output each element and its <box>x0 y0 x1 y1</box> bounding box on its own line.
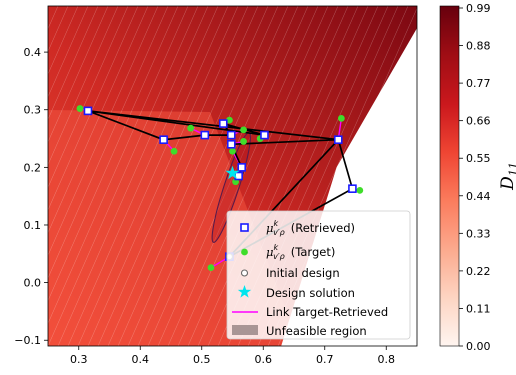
retrieved-point <box>237 163 247 172</box>
colorbar-tick-label: 0.00 <box>466 340 491 353</box>
retrieved-point <box>260 130 269 140</box>
target-point <box>356 187 364 194</box>
target-point <box>226 116 233 124</box>
legend-solution-label: Design solution <box>266 286 355 300</box>
contour-line <box>187 6 339 346</box>
legend-unfeasible-marker <box>232 325 258 335</box>
design-solution-point <box>225 165 240 180</box>
y-tick-label: 0.2 <box>24 161 42 174</box>
retrieved-point <box>218 119 228 128</box>
target-point <box>187 124 195 132</box>
design-path <box>87 110 354 258</box>
legend-target-marker <box>241 248 248 256</box>
colorbar-tick-label: 0.88 <box>466 40 491 53</box>
target-point <box>76 105 84 112</box>
y-tick-label: 0.0 <box>24 277 42 290</box>
contour-line <box>418 6 516 346</box>
colorbar-tick-label: 0.66 <box>466 115 491 128</box>
contour-line <box>67 6 219 346</box>
contour-line <box>48 6 199 346</box>
x-tick-label: 0.4 <box>132 353 150 366</box>
colorbar-tick-label: 0.77 <box>466 77 491 90</box>
retrieved-points <box>83 106 357 261</box>
retrieved-point <box>226 140 236 149</box>
y-axis-ticks: −0.1 0.0 0.1 0.2 0.3 0.4 <box>14 46 48 347</box>
legend-link-label: Link Target-Retrieved <box>266 305 388 319</box>
contour-line <box>117 6 269 346</box>
x-tick-label: 0.6 <box>255 353 273 366</box>
legend-solution-marker <box>237 285 252 298</box>
x-tick-label: 0.3 <box>70 353 88 366</box>
retrieved-point <box>226 130 236 140</box>
colorbar-tick-label: 0.33 <box>466 227 491 240</box>
colorbar <box>439 5 460 347</box>
contour-line <box>0 6 18 346</box>
contour-line <box>48 6 79 75</box>
colorbar-tick-label: 0.44 <box>466 190 491 203</box>
target-points <box>76 105 364 272</box>
contour-line <box>147 6 299 346</box>
legend-retrieved-label: μk v′ρ (Retrieved) <box>266 219 355 237</box>
contour-line <box>137 6 289 346</box>
contour-line <box>48 6 129 188</box>
x-tick-label: 0.5 <box>193 353 211 366</box>
x-tick-label: 0.8 <box>378 353 396 366</box>
contour-line <box>48 6 169 279</box>
contour-line <box>48 6 89 98</box>
legend-box <box>226 210 411 340</box>
design-solution-star <box>225 165 240 180</box>
colorbar-label: D11 <box>498 162 516 191</box>
retrieved-point <box>83 106 93 116</box>
retrieved-point <box>159 135 168 144</box>
contour-line <box>77 6 229 346</box>
target-point <box>170 147 178 155</box>
retrieved-point <box>333 135 343 144</box>
y-tick-label: 0.1 <box>24 219 42 232</box>
contour-line <box>48 6 159 256</box>
contour-line <box>197 6 349 346</box>
plot-frame <box>47 5 418 347</box>
legend-unfeasible-label: Unfeasible region <box>266 324 367 338</box>
legend-target-label: μk v′ρ (Target) <box>266 243 335 261</box>
legend-initial-label: Initial design <box>266 266 340 280</box>
legend: μk v′ρ (Retrieved) μk v′ρ (Target) Initial d… <box>226 210 411 340</box>
contour-line <box>48 6 189 324</box>
y-tick-label: −0.1 <box>14 334 41 347</box>
contour-line <box>177 6 329 346</box>
target-point <box>240 138 247 145</box>
y-tick-label: 0.3 <box>24 104 42 117</box>
contour-line <box>48 6 99 120</box>
colorbar-tick-label: 0.55 <box>466 152 491 165</box>
colorbar-tick-label: 0.11 <box>466 302 491 315</box>
contour-line <box>127 6 279 346</box>
retrieved-point <box>200 130 210 140</box>
contour-line <box>407 325 417 346</box>
legend-initial-marker <box>240 269 249 277</box>
target-point <box>207 264 215 272</box>
y-tick-label: 0.4 <box>24 46 42 59</box>
contour-line <box>87 6 239 346</box>
colorbar-ticks: 0.00 0.11 0.22 0.33 0.44 0.55 0.66 0.77 0.88 0.99 <box>459 2 491 353</box>
contour-line <box>107 6 259 346</box>
contour-line <box>48 6 179 302</box>
contour-line <box>48 6 109 143</box>
contour-line <box>97 6 249 346</box>
contour-line <box>0 6 8 346</box>
x-tick-label: 0.7 <box>316 353 334 366</box>
x-axis-ticks: 0.3 0.4 0.5 0.6 0.7 0.8 <box>70 346 395 366</box>
target-point <box>229 147 236 155</box>
contour-line <box>48 6 119 166</box>
contour-line <box>48 6 139 211</box>
contour-line <box>57 6 209 346</box>
colorbar-tick-label: 0.22 <box>466 265 491 278</box>
retrieved-point <box>348 184 357 193</box>
target-point <box>337 114 345 122</box>
legend-retrieved-marker <box>240 223 249 232</box>
target-point <box>240 126 247 134</box>
contour-line <box>48 6 149 234</box>
colorbar-tick-label: 0.99 <box>466 2 491 15</box>
